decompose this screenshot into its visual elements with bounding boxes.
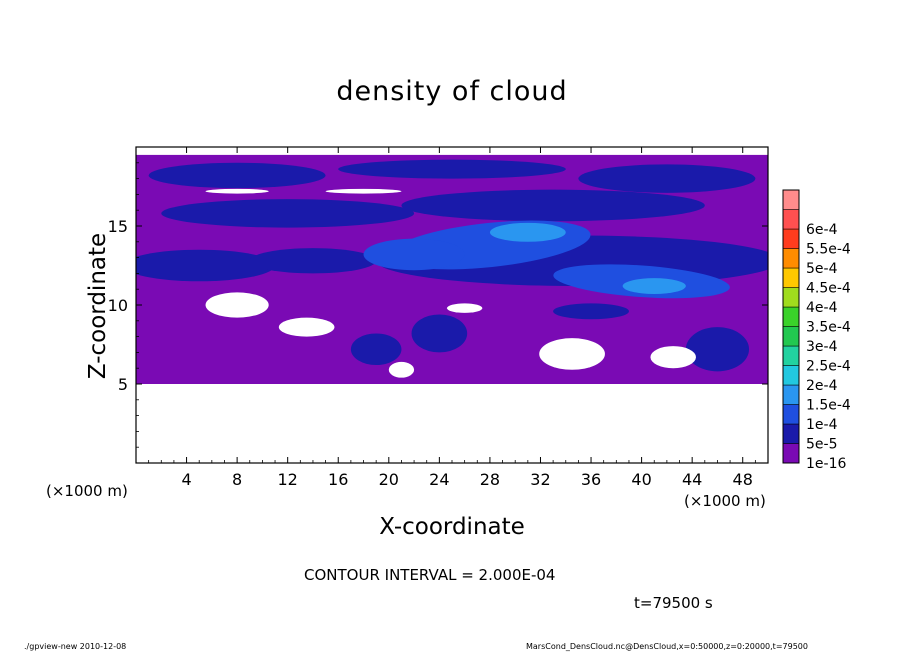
field-cloud-core <box>622 278 686 294</box>
field-clear-gap <box>388 361 415 378</box>
colorbar-label: 1.5e-4 <box>806 398 851 414</box>
colorbar-label: 5.5e-4 <box>806 242 851 258</box>
colorbar-swatch <box>782 209 800 230</box>
field-clear-gap <box>205 292 269 318</box>
field-main-cloud <box>363 238 465 271</box>
y-tick-label: 10 <box>108 296 128 315</box>
field-lower-blob <box>553 303 629 320</box>
colorbar-swatch <box>782 228 800 249</box>
colorbar-label: 3e-4 <box>806 339 838 355</box>
x-tick-label: 36 <box>581 470 601 489</box>
colorbar-label: 1e-4 <box>806 417 838 433</box>
chart-title: density of cloud <box>336 76 568 107</box>
field-band <box>249 248 377 274</box>
y-axis-ticks: 5 10 15 <box>108 162 768 448</box>
colorbar-label: 3.5e-4 <box>806 320 851 336</box>
colorbar-swatch <box>782 345 800 366</box>
x-tick-label: 48 <box>733 470 753 489</box>
field-lower-blob <box>411 314 468 353</box>
colorbar-frame <box>782 189 800 464</box>
x-tick-label: 24 <box>429 470 449 489</box>
y-tick-label: 5 <box>118 375 128 394</box>
field-clear-gap <box>205 188 269 194</box>
colorbar-swatch <box>782 423 800 444</box>
field-cloud-core <box>489 222 566 242</box>
x-axis-ticks: 4 8 12 16 20 24 28 32 36 40 44 48 <box>148 147 756 489</box>
time-label: t=79500 s <box>634 594 713 612</box>
field-lower-blob <box>350 333 402 366</box>
footer-right: MarsCond_DensCloud.nc@DensCloud,x=0:5000… <box>526 642 808 651</box>
colorbar-label: 5e-5 <box>806 437 837 453</box>
colorbar-swatch <box>782 287 800 308</box>
colorbar-swatch <box>782 384 800 405</box>
x-unit-right: (×1000 m) <box>684 492 766 510</box>
colorbar-swatch <box>782 404 800 425</box>
x-tick-label: 4 <box>181 470 191 489</box>
colorbar-swatch <box>782 267 800 288</box>
density-field <box>136 154 768 463</box>
colorbar-label: 2e-4 <box>806 378 838 394</box>
field-band <box>338 159 566 179</box>
field-band <box>578 164 756 193</box>
colorbar-label: 2.5e-4 <box>806 359 851 375</box>
colorbar-swatch <box>782 306 800 327</box>
field-empty-region <box>136 384 768 463</box>
field-clear-gap <box>446 303 483 313</box>
field-clear-gap <box>278 317 335 337</box>
colorbar: 1e-16 5e-5 1e-4 1.5e-4 2e-4 2.5e-4 3e-4 3.5e-4 4… <box>782 189 851 472</box>
x-tick-label: 40 <box>631 470 651 489</box>
colorbar-label: 4e-4 <box>806 300 838 316</box>
field-clear-gap <box>650 346 696 369</box>
field-clear-gap <box>325 188 402 194</box>
colorbar-swatch <box>782 365 800 386</box>
colorbar-swatch <box>782 443 800 464</box>
x-tick-label: 28 <box>480 470 500 489</box>
field-lower-blob <box>685 327 750 372</box>
x-tick-label: 8 <box>232 470 242 489</box>
x-axis-label: X-coordinate <box>379 514 525 540</box>
contour-interval-text: CONTOUR INTERVAL = 2.000E-04 <box>304 566 556 584</box>
colorbar-label: 4.5e-4 <box>806 281 851 297</box>
colorbar-swatch <box>782 326 800 347</box>
field-band <box>136 249 276 282</box>
field-clear-gap <box>539 338 605 370</box>
x-tick-label: 20 <box>379 470 399 489</box>
x-tick-label: 32 <box>530 470 550 489</box>
field-band <box>401 189 705 222</box>
x-tick-label: 44 <box>682 470 702 489</box>
colorbar-label: 1e-16 <box>806 456 846 472</box>
x-tick-label: 16 <box>328 470 348 489</box>
footer-left: ./gpview-new 2010-12-08 <box>24 642 127 651</box>
colorbar-label: 6e-4 <box>806 222 838 238</box>
colorbar-label: 5e-4 <box>806 261 838 277</box>
x-tick-label: 12 <box>278 470 298 489</box>
field-band <box>148 162 326 189</box>
field-band <box>161 199 415 228</box>
colorbar-swatch <box>782 189 800 210</box>
colorbar-swatch <box>782 248 800 269</box>
x-unit-left: (×1000 m) <box>46 482 128 500</box>
y-tick-label: 15 <box>108 217 128 236</box>
